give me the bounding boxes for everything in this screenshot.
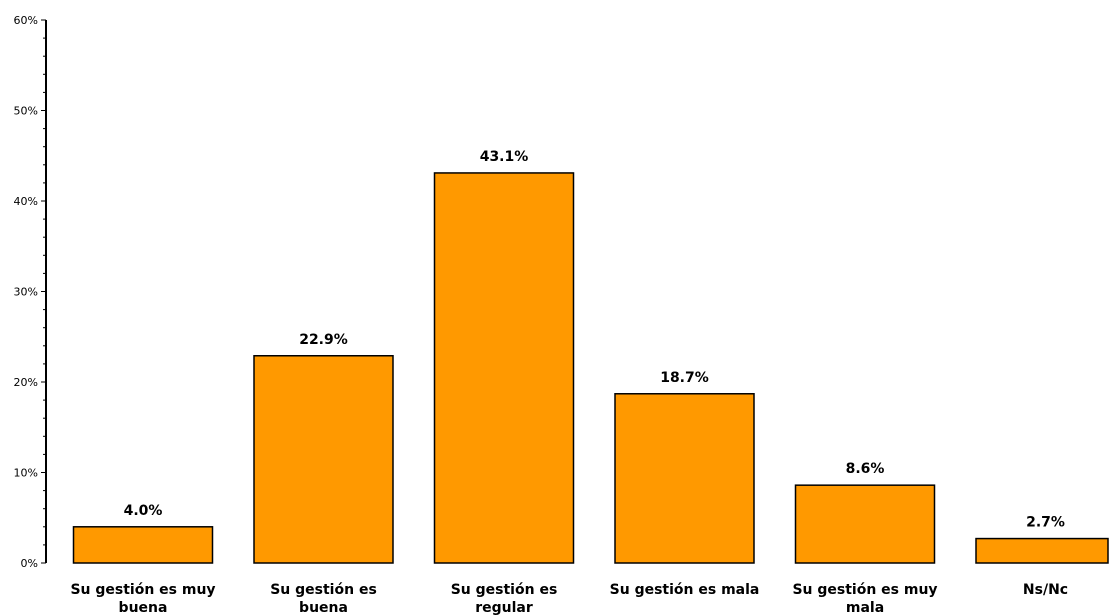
x-category-label-line: Su gestión es	[451, 582, 558, 598]
y-tick-label: 10%	[14, 467, 38, 480]
bar	[253, 355, 394, 564]
y-tick-label: 40%	[14, 195, 38, 208]
x-category-label-line: buena	[119, 600, 168, 616]
y-tick-label: 30%	[14, 286, 38, 299]
x-category-label: Su gestión es buena	[270, 582, 377, 616]
bars	[72, 172, 1109, 564]
bar	[975, 537, 1109, 564]
bar	[433, 172, 575, 564]
bar-value-label: 4.0%	[124, 503, 163, 519]
x-category-label-line: Su gestión es muy	[70, 582, 215, 598]
y-tick-label: 60%	[14, 14, 38, 27]
x-category-label: Su gestión es regular	[451, 582, 558, 616]
x-category-label: Ns/Nc	[1023, 582, 1068, 598]
y-tick-label: 20%	[14, 376, 38, 389]
bar-value-label: 2.7%	[1026, 515, 1065, 531]
x-category-label: Su gestión es muy buena	[70, 582, 215, 616]
y-tick-label: 50%	[14, 105, 38, 118]
y-axis: 0% 10% 20% 30% 40% 50% 60%	[14, 14, 47, 570]
x-category-label: Su gestión es mala	[610, 582, 760, 598]
bar	[614, 393, 755, 564]
x-category-label-line: mala	[846, 600, 884, 616]
bar-value-label: 43.1%	[480, 149, 529, 165]
bar	[794, 484, 936, 564]
bar-value-label: 18.7%	[660, 370, 709, 386]
x-category-label-line: Su gestión es	[270, 582, 377, 598]
x-category-label-line: Su gestión es mala	[610, 582, 760, 598]
x-category-label-line: Ns/Nc	[1023, 582, 1068, 598]
x-category-label-line: regular	[475, 600, 533, 616]
bar	[72, 526, 214, 564]
data-labels: 4.0% 22.9% 43.1% 18.7% 8.6% 2.7%	[124, 149, 1065, 531]
x-category-label-line: buena	[299, 600, 348, 616]
bar-value-label: 8.6%	[846, 461, 885, 477]
category-labels: Su gestión es muy buena Su gestión es buena…	[70, 582, 1068, 616]
bar-value-label: 22.9%	[299, 332, 348, 348]
x-category-label: Su gestión es muy mala	[792, 582, 937, 616]
x-category-label-line: Su gestión es muy	[792, 582, 937, 598]
y-tick-label: 0%	[21, 557, 38, 570]
